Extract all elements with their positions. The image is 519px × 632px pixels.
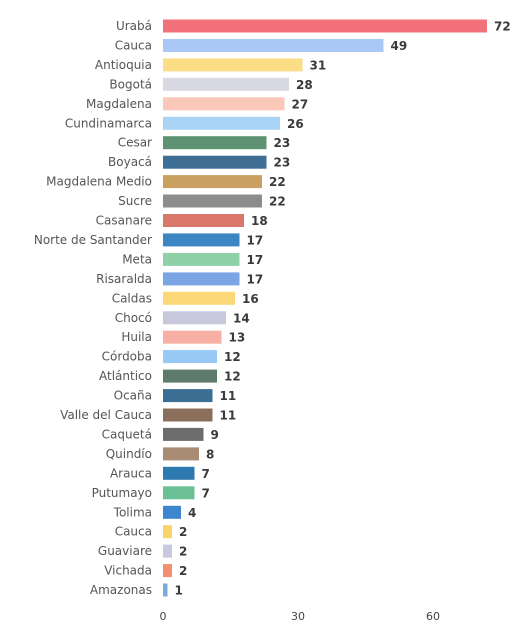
category-label: Magdalena Medio xyxy=(46,175,152,189)
value-labels-group: 7249312827262323222218171717161413121211… xyxy=(175,20,511,598)
bar xyxy=(163,136,267,150)
value-label: 72 xyxy=(494,20,511,34)
bar xyxy=(163,194,262,208)
category-label: Córdoba xyxy=(102,350,152,364)
category-label: Vichada xyxy=(104,564,152,578)
value-label: 2 xyxy=(179,564,187,578)
category-label: Antioquia xyxy=(95,58,152,72)
category-label: Valle del Cauca xyxy=(60,408,152,422)
value-label: 18 xyxy=(251,214,268,228)
bar xyxy=(163,252,240,266)
category-label: Atlántico xyxy=(99,369,152,383)
value-label: 13 xyxy=(229,331,246,345)
bar xyxy=(163,214,244,227)
bar xyxy=(163,505,181,519)
category-label: Chocó xyxy=(115,311,152,325)
category-label: Amazonas xyxy=(90,583,152,597)
bars-group xyxy=(163,19,487,597)
value-label: 23 xyxy=(274,136,291,150)
value-label: 16 xyxy=(242,292,259,306)
bar xyxy=(163,291,235,305)
category-label: Guaviare xyxy=(98,544,152,558)
category-label: Arauca xyxy=(110,466,152,480)
x-axis-ticks-group: 0 30 60 xyxy=(160,610,441,623)
bar xyxy=(163,175,262,189)
bar xyxy=(163,583,168,597)
category-labels-group: Urabá Cauca Antioquia Bogotá Magdalena Cundin… xyxy=(34,19,152,597)
bar xyxy=(163,350,217,364)
value-label: 7 xyxy=(202,467,210,481)
category-label: Urabá xyxy=(116,19,152,33)
value-label: 9 xyxy=(211,428,219,442)
value-label: 8 xyxy=(206,447,214,461)
value-label: 11 xyxy=(220,409,237,423)
x-tick-label: 0 xyxy=(160,610,167,623)
category-label: Tolima xyxy=(113,505,152,519)
value-label: 11 xyxy=(220,389,237,403)
value-label: 12 xyxy=(224,370,241,384)
value-label: 14 xyxy=(233,311,250,325)
category-label: Quindío xyxy=(106,447,152,461)
bar xyxy=(163,39,384,52)
value-label: 17 xyxy=(247,233,264,247)
category-label: Caldas xyxy=(112,291,152,305)
value-label: 28 xyxy=(296,78,313,92)
bar xyxy=(163,408,213,422)
value-label: 2 xyxy=(179,545,187,559)
category-label: Meta xyxy=(122,252,152,266)
bar xyxy=(163,330,222,344)
bar xyxy=(163,58,303,72)
bar xyxy=(163,19,487,33)
bar xyxy=(163,389,213,403)
value-label: 23 xyxy=(274,156,291,170)
bar xyxy=(163,564,172,578)
category-label: Huila xyxy=(121,330,152,344)
value-label: 4 xyxy=(188,506,196,520)
category-label: Norte de Santander xyxy=(34,233,152,247)
category-label: Boyacá xyxy=(108,155,152,169)
bar xyxy=(163,311,226,325)
bar xyxy=(163,544,172,558)
value-label: 7 xyxy=(202,486,210,500)
bar xyxy=(163,466,195,480)
category-label: Cauca xyxy=(115,525,152,539)
category-label: Magdalena xyxy=(86,97,152,111)
bar xyxy=(163,116,280,130)
value-label: 17 xyxy=(247,253,264,267)
bar xyxy=(163,155,267,169)
category-label: Sucre xyxy=(118,194,152,208)
bar xyxy=(163,525,172,539)
bar xyxy=(163,369,217,383)
category-label: Casanare xyxy=(96,214,152,228)
value-label: 2 xyxy=(179,525,187,539)
bar xyxy=(163,427,204,441)
bar xyxy=(163,97,285,111)
category-label: Cesar xyxy=(118,136,152,150)
value-label: 49 xyxy=(391,39,408,53)
bar xyxy=(163,447,199,461)
value-label: 12 xyxy=(224,350,241,364)
category-label: Bogotá xyxy=(109,77,152,91)
value-label: 1 xyxy=(175,584,183,598)
value-label: 17 xyxy=(247,272,264,286)
value-label: 22 xyxy=(269,175,286,189)
bar xyxy=(163,272,240,286)
value-label: 31 xyxy=(310,58,327,72)
value-label: 26 xyxy=(287,117,304,131)
bar xyxy=(163,233,240,247)
category-label: Ocaña xyxy=(114,389,152,403)
bar xyxy=(163,77,289,91)
x-tick-label: 30 xyxy=(291,610,305,623)
value-label: 22 xyxy=(269,195,286,209)
category-label: Cundinamarca xyxy=(65,116,152,130)
category-label: Putumayo xyxy=(92,486,152,500)
bar xyxy=(163,486,195,500)
category-label: Risaralda xyxy=(96,272,152,286)
value-label: 27 xyxy=(292,97,309,111)
category-label: Cauca xyxy=(115,39,152,53)
category-label: Caquetá xyxy=(102,427,152,441)
x-tick-label: 60 xyxy=(426,610,440,623)
